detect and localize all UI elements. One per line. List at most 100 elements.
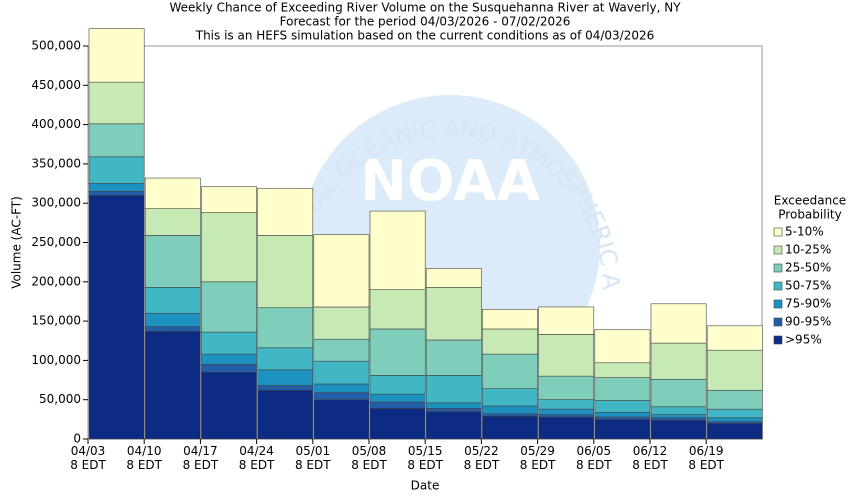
x-tick-line: 8 EDT [239, 458, 275, 472]
bar-segment [257, 385, 314, 391]
bar-segment [482, 388, 538, 407]
bar-segment [144, 326, 201, 332]
x-tick-line: 06/12 [633, 444, 668, 458]
bar-segment [425, 287, 482, 341]
x-tick-label: 06/12 8 EDT [632, 444, 668, 472]
x-tick-label: 04/17 8 EDT [183, 444, 219, 472]
x-tick-line: 06/19 [689, 444, 724, 458]
bar-segment [313, 392, 370, 401]
bar-segment [650, 414, 707, 419]
legend-swatch [773, 281, 783, 291]
bar-segment [369, 210, 426, 290]
x-tick-line: 8 EDT [576, 458, 612, 472]
bar-segment [425, 411, 482, 440]
bar-segment [313, 338, 370, 362]
bar-segment [425, 402, 482, 409]
x-tick-line: 06/05 [577, 444, 612, 458]
y-tick-label: 0 [73, 432, 81, 446]
bar-segment [144, 235, 201, 288]
bar-segment [257, 307, 314, 349]
bar-segment [369, 408, 426, 440]
bar-segment [369, 289, 426, 330]
bar-segment [706, 389, 763, 410]
bar-segment [650, 419, 707, 440]
bar-segment [650, 303, 707, 344]
x-tick-line: 05/22 [464, 444, 499, 458]
chart-title: This is an HEFS simulation based on the … [195, 29, 655, 43]
legend-swatch [773, 335, 783, 345]
bar-segment [425, 375, 482, 404]
bar-segment [538, 408, 595, 415]
y-tick-label: 250,000 [31, 235, 81, 249]
x-tick-line: 8 EDT [351, 458, 387, 472]
x-tick-line: 04/17 [183, 444, 218, 458]
bar-segment [538, 414, 595, 418]
bar-segment [257, 347, 314, 371]
legend-title: Exceedance [774, 194, 846, 208]
bar-segment [706, 349, 763, 391]
legend-swatch [773, 263, 783, 273]
x-tick-label: 05/08 8 EDT [351, 444, 387, 472]
bar-segment [706, 417, 763, 423]
x-tick-line: 8 EDT [70, 458, 106, 472]
bar-segment [257, 369, 314, 386]
x-tick-label: 06/19 8 EDT [688, 444, 724, 472]
bar-segment [482, 328, 538, 355]
bar-segment [538, 399, 595, 410]
legend-swatch [773, 317, 783, 327]
bar-segment [88, 123, 145, 158]
bar-segment [144, 312, 201, 327]
bar-segment [482, 353, 538, 389]
bar-segment [144, 287, 201, 314]
legend-label: 90-95% [785, 315, 831, 329]
x-tick-line: 8 EDT [520, 458, 556, 472]
bar-segment [313, 383, 370, 393]
bar-segment [88, 183, 145, 192]
bar-segment [594, 419, 651, 440]
bar-segment [594, 411, 651, 418]
y-tick-label: 100,000 [31, 353, 81, 367]
x-tick-line: 8 EDT [407, 458, 443, 472]
legend-label: 75-90% [785, 297, 831, 311]
x-axis-label: Date [411, 479, 440, 493]
x-tick-line: 04/03 [71, 444, 106, 458]
bar-segment [650, 406, 707, 415]
y-tick-label: 500,000 [31, 39, 81, 53]
bar-segment [88, 81, 145, 125]
bar-segment [201, 281, 257, 333]
bar-segment [144, 177, 201, 210]
bar-segment [594, 377, 651, 401]
y-tick-label: 50,000 [39, 392, 81, 406]
bar-segment [313, 234, 370, 308]
bar-segment [482, 405, 538, 415]
legend-label: >95% [785, 333, 822, 347]
bar-segment [482, 415, 538, 440]
bar-segment [650, 342, 707, 380]
legend-swatch [773, 245, 783, 255]
bar-segment [201, 371, 257, 440]
bar-segment [706, 408, 763, 419]
x-tick-label: 04/24 8 EDT [239, 444, 275, 472]
bar-segment [594, 329, 651, 364]
bar-segment [594, 400, 651, 413]
bar-segment [257, 187, 314, 236]
bar-segment [650, 378, 707, 408]
bar-segment [369, 393, 426, 403]
x-tick-line: 04/10 [127, 444, 162, 458]
bar-segment [425, 268, 482, 288]
bar-segment [482, 309, 538, 330]
bar-segment [313, 399, 370, 440]
bar-segment [369, 328, 426, 376]
bar-segment [201, 331, 257, 355]
y-tick-label: 400,000 [31, 117, 81, 131]
x-tick-label: 05/15 8 EDT [407, 444, 443, 472]
x-tick-line: 05/29 [520, 444, 555, 458]
bar-segment [201, 212, 257, 283]
x-tick-label: 04/10 8 EDT [126, 444, 162, 472]
x-tick-line: 05/08 [352, 444, 387, 458]
x-tick-line: 8 EDT [688, 458, 724, 472]
bar-segment [88, 156, 145, 184]
bar-segment [369, 375, 426, 395]
bar-segment [257, 389, 314, 440]
bar-segment [706, 325, 763, 351]
